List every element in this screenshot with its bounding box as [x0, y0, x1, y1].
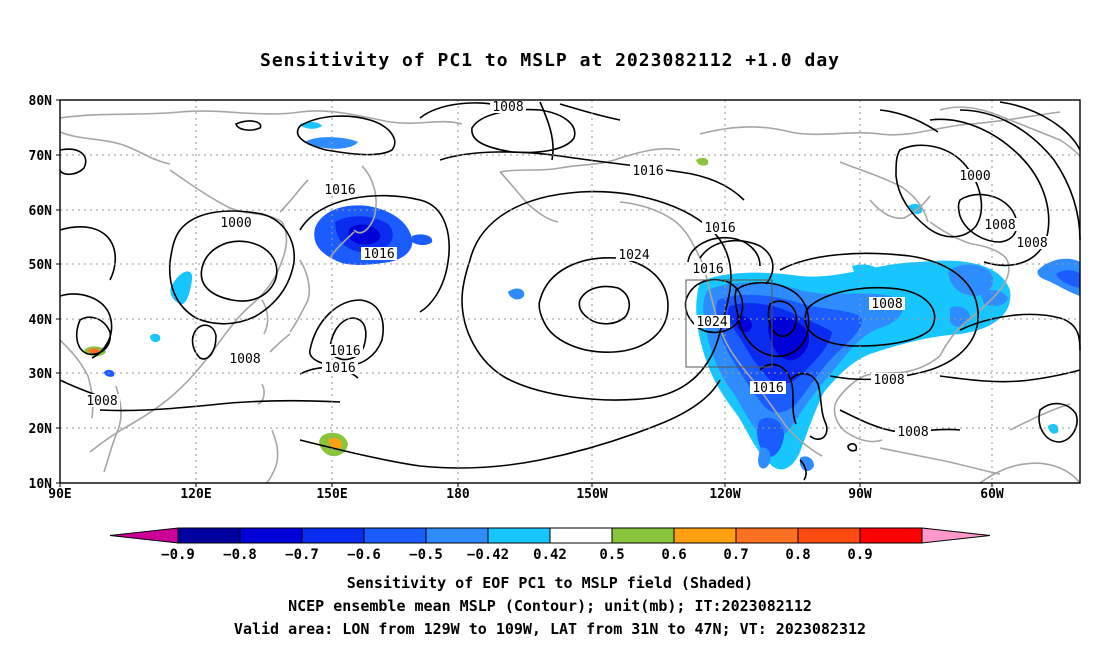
contour-label: 1016: [363, 247, 394, 262]
longitude-label: 90E: [48, 487, 71, 502]
latitude-label: 30N: [29, 367, 53, 382]
colorbar-bin: [797, 527, 861, 544]
contour-label-bg: [630, 164, 666, 177]
contour-label-bg: [871, 373, 907, 386]
colorbar-label: 0.42: [533, 547, 567, 563]
colorbar-bin: [735, 527, 799, 544]
longitude-label: 120W: [709, 487, 740, 502]
contour-label-bg: [218, 216, 254, 229]
colorbar-max-arrow: [921, 527, 991, 544]
colorbar-label: −0.42: [467, 547, 509, 563]
latitude-label: 60N: [29, 204, 53, 219]
contour-label-bg: [895, 425, 931, 438]
map-title: Sensitivity of PC1 to MSLP at 2023082112…: [259, 50, 840, 71]
colorbar-bin: [425, 527, 489, 544]
colorbar-label: 0.7: [723, 547, 748, 563]
colorbar-min-arrow: [109, 527, 179, 544]
contour-label: 1008: [86, 394, 117, 409]
latitude-label: 50N: [29, 258, 53, 273]
colorbar-bin: [363, 527, 427, 544]
colorbar-label: 0.8: [785, 547, 810, 563]
contour-label-bg: [322, 361, 358, 374]
contour-label: 1016: [752, 381, 783, 396]
contour-label-bg: [957, 169, 993, 182]
colorbar-label: 0.9: [847, 547, 872, 563]
coastlines: [59, 106, 1081, 484]
contour-label-bg: [327, 344, 363, 357]
latitude-label: 80N: [29, 94, 53, 109]
latitude-labels: 80N 70N 60N 50N 40N 30N 20N 10N: [29, 94, 53, 492]
colorbar-label: −0.6: [347, 547, 381, 563]
longitude-label: 150E: [316, 487, 347, 502]
plot-frame: [59, 99, 1081, 484]
contour-label-bg: [490, 100, 526, 113]
colorbar-label: 0.6: [661, 547, 686, 563]
longitude-label: 90W: [848, 487, 872, 502]
contour-label-bg: [750, 381, 786, 394]
contour-label-bg: [227, 352, 263, 365]
contour-label-bg: [361, 247, 397, 260]
contour-label: 1016: [329, 344, 360, 359]
latitude-label: 70N: [29, 149, 53, 164]
contour-label: 1016: [632, 164, 663, 179]
contour-label: 1008: [229, 352, 260, 367]
colorbar-label: 0.5: [599, 547, 624, 563]
contour-label-bg: [690, 262, 726, 275]
contour-label: 1008: [984, 218, 1015, 233]
colorbar-bin: [673, 527, 737, 544]
colorbar-bin: [549, 527, 613, 544]
contour-label-bg: [84, 394, 120, 407]
caption-contour: NCEP ensemble mean MSLP (Contour); unit(…: [288, 597, 812, 615]
latitude-label: 20N: [29, 422, 53, 437]
contour-label: 1008: [873, 373, 904, 388]
caption-shaded: Sensitivity of EOF PC1 to MSLP field (Sh…: [346, 574, 754, 592]
contour-label-bg: [616, 248, 652, 261]
contour-label-bg: [869, 297, 905, 310]
contour-label: 1008: [1016, 236, 1047, 251]
longitude-label: 60W: [980, 487, 1004, 502]
colorbar-label: −0.5: [409, 547, 443, 563]
latitude-label: 40N: [29, 313, 53, 328]
colorbar: [109, 527, 991, 544]
colorbar-labels: −0.9 −0.8 −0.7 −0.6 −0.5 −0.42 0.42 0.5 0.6 0.7 0.…: [161, 547, 873, 563]
longitude-label: 120E: [180, 487, 211, 502]
contour-label-bg: [694, 315, 730, 328]
contour-label: 1024: [618, 248, 649, 263]
colorbar-bin: [487, 527, 551, 544]
caption-valid-area: Valid area: LON from 129W to 109W, LAT f…: [233, 620, 867, 638]
colorbar-bin: [301, 527, 365, 544]
colorbar-bin: [239, 527, 303, 544]
contour-label-bg: [1014, 236, 1050, 249]
valid-area-box: [685, 279, 773, 368]
longitude-labels: 90E 120E 150E 180 150W 120W 90W 60W: [48, 487, 1004, 502]
colorbar-label: −0.7: [285, 547, 319, 563]
graticule: [60, 100, 1080, 483]
contour-label: 1008: [897, 425, 928, 440]
contour-label: 1024: [696, 315, 727, 330]
latitude-label: 10N: [29, 477, 53, 492]
contour-label: 1008: [492, 100, 523, 115]
contour-label: 1016: [704, 221, 735, 236]
colorbar-label: −0.9: [161, 547, 195, 563]
colorbar-label: −0.8: [223, 547, 257, 563]
contour-label: 1016: [692, 262, 723, 277]
longitude-label: 180: [446, 487, 470, 502]
colorbar-bin: [611, 527, 675, 544]
axis-ticks: [56, 99, 993, 487]
contour-label-bg: [702, 221, 738, 234]
contour-label: 1000: [220, 216, 251, 231]
longitude-label: 150W: [576, 487, 607, 502]
contour-label-bg: [322, 183, 358, 196]
colorbar-bin: [177, 527, 241, 544]
contour-label: 1008: [871, 297, 902, 312]
contour-label-bg: [982, 218, 1018, 231]
contour-label: 1000: [959, 169, 990, 184]
colorbar-bin: [859, 527, 923, 544]
contour-label: 1016: [324, 183, 355, 198]
contour-label: 1016: [324, 361, 355, 376]
